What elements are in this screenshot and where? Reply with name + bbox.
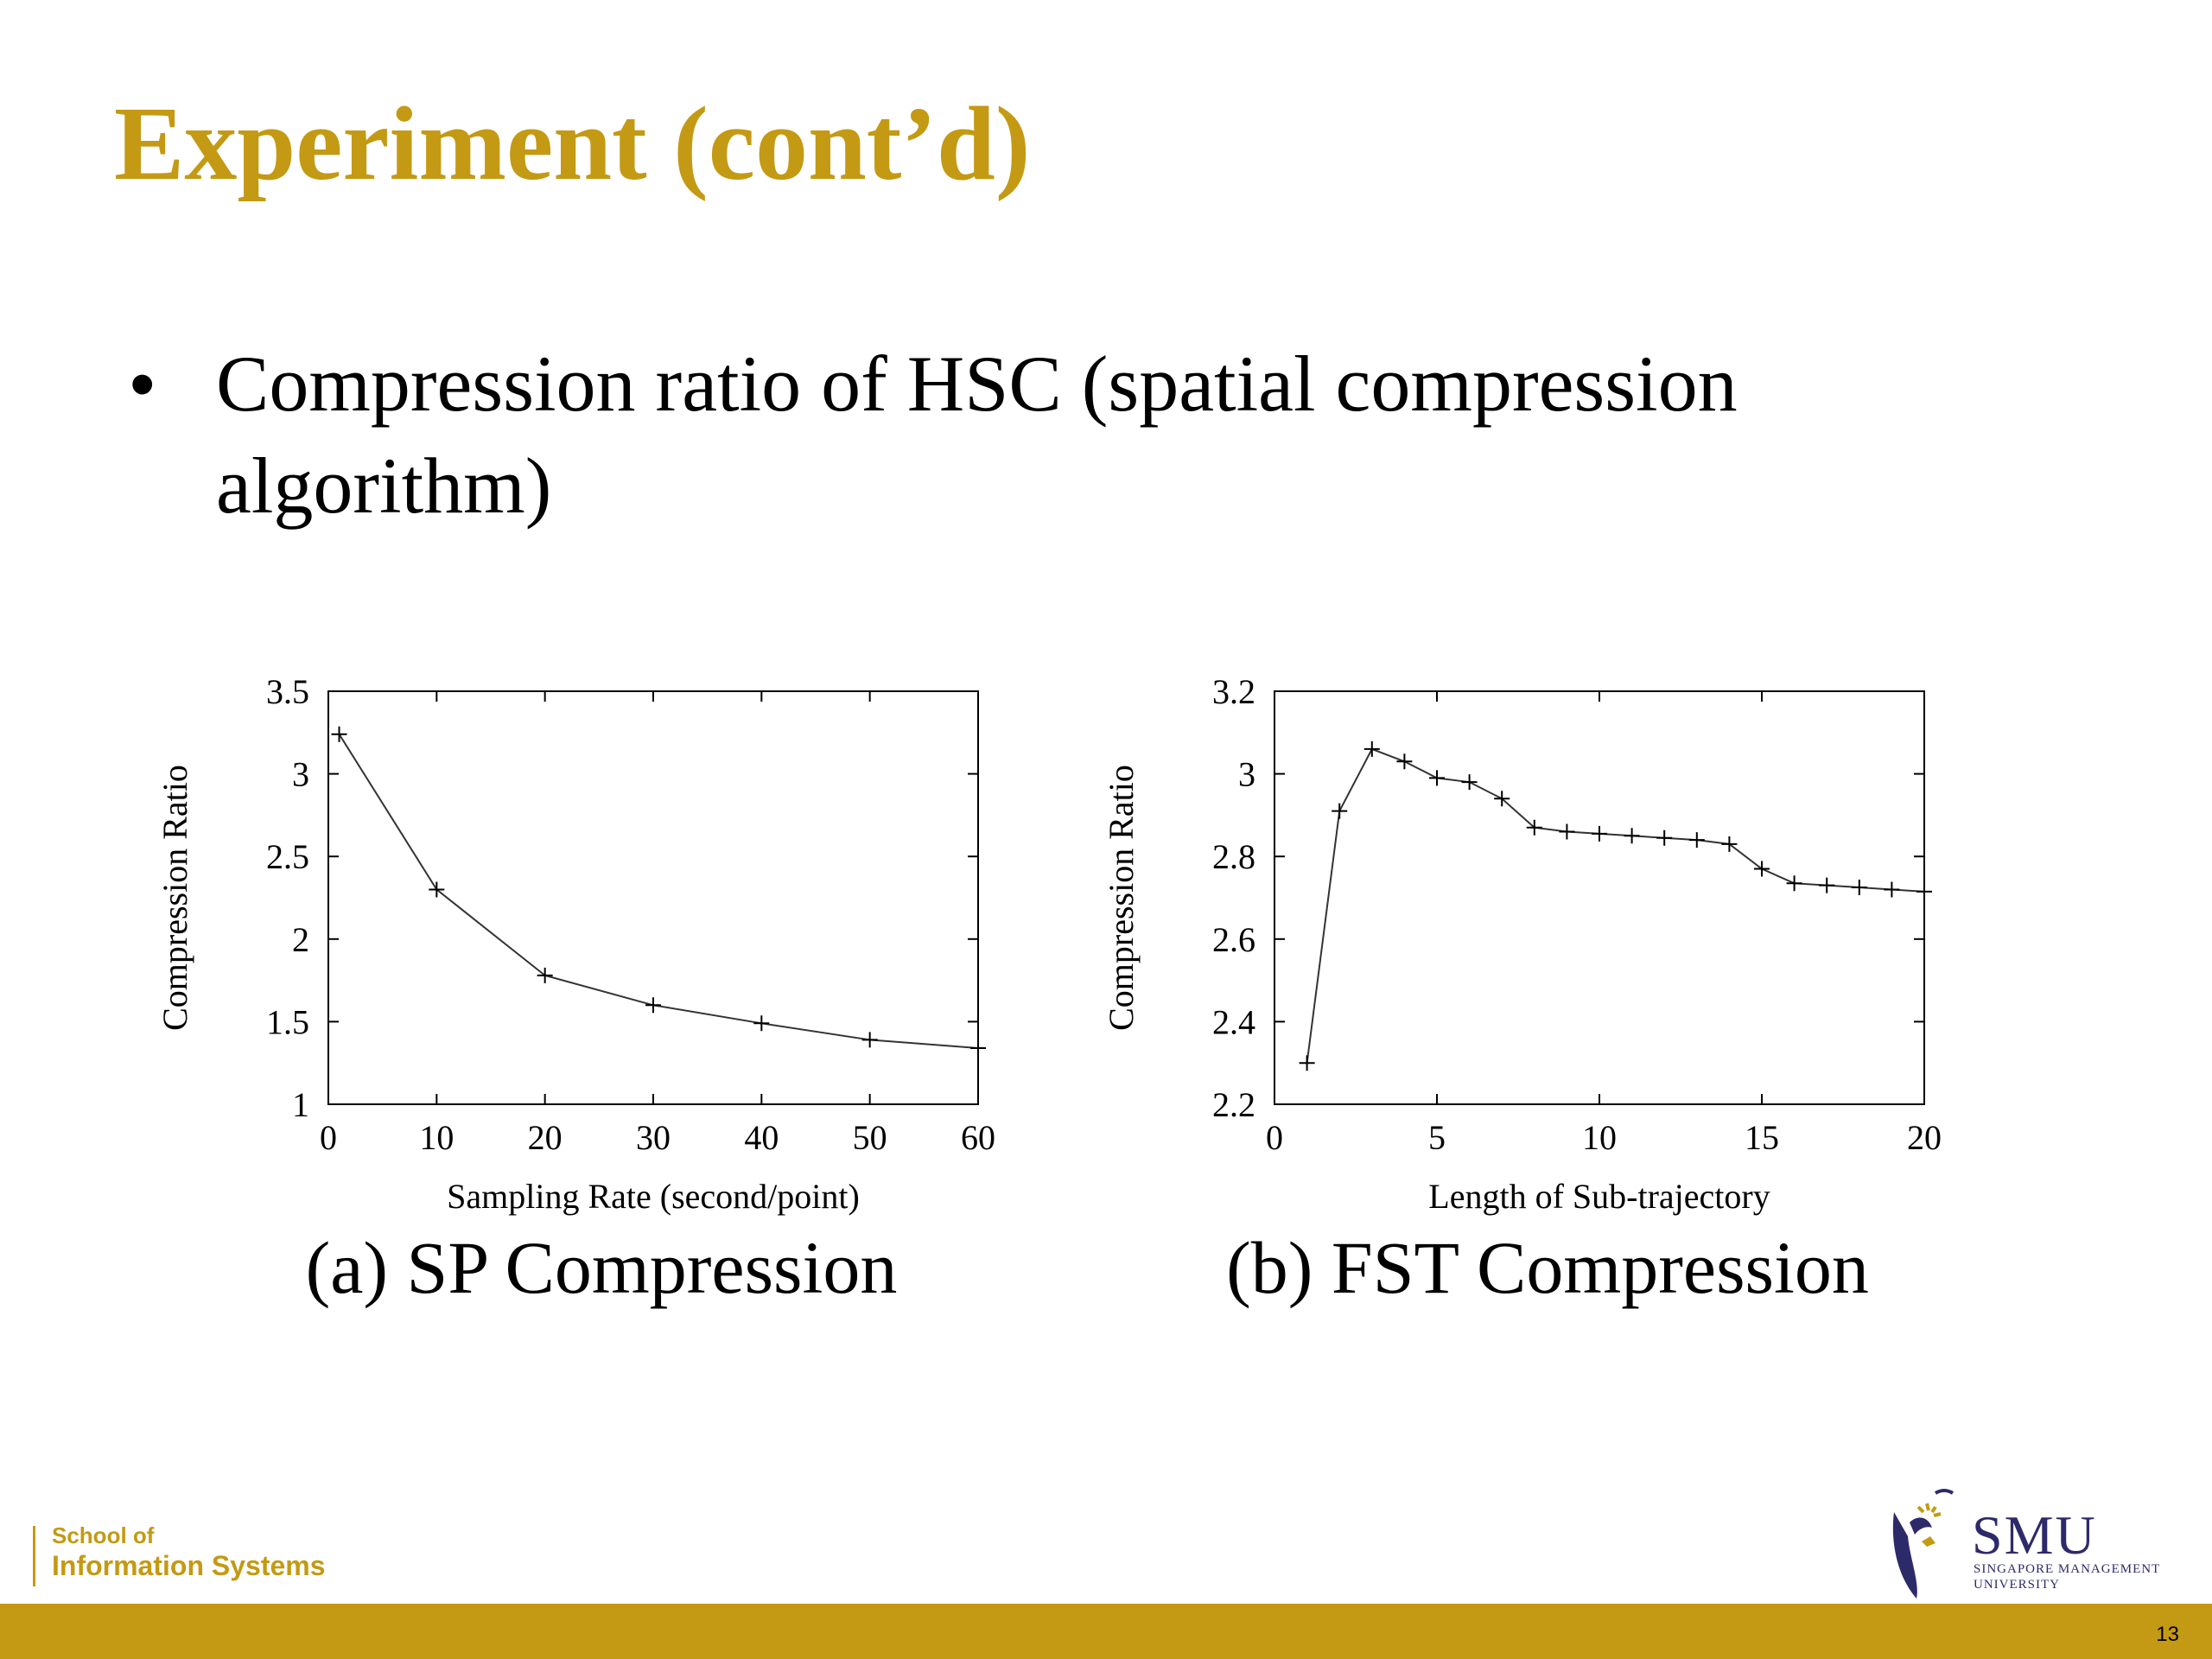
y-axis-label: Compression Ratio xyxy=(156,765,194,1031)
chart-caption: (b) FST Compression xyxy=(1226,1226,1869,1309)
y-tick-label: 3 xyxy=(292,755,309,794)
y-tick-label: 2.2 xyxy=(1212,1085,1255,1124)
data-point-marker xyxy=(1754,861,1770,877)
y-tick-label: 2.8 xyxy=(1212,837,1255,876)
data-point-marker xyxy=(1916,883,1932,899)
bullet-dot-icon: • xyxy=(130,343,156,424)
school-divider xyxy=(33,1526,35,1586)
footer-band: 13 xyxy=(0,1604,2212,1659)
x-tick-label: 60 xyxy=(961,1118,995,1157)
y-tick-label: 2.6 xyxy=(1212,920,1255,959)
smu-subtitle-1: SINGAPORE MANAGEMENT xyxy=(1974,1562,2161,1576)
y-tick-label: 1 xyxy=(292,1085,309,1124)
chart-sp-compression: 0 10 20 30 40 50 60 1 1.5 2 2.5 3 3.5 Compression Ra… xyxy=(156,672,995,1309)
data-point-marker xyxy=(1429,770,1445,786)
data-point-marker xyxy=(1688,832,1705,849)
data-point-marker xyxy=(1786,875,1802,892)
y-tick-label: 3 xyxy=(1238,755,1255,794)
y-tick-label: 2.5 xyxy=(266,837,309,876)
bullet-text: Compression ratio of HSC (spatial compre… xyxy=(216,340,1738,530)
smu-wordmark: SMU xyxy=(1972,1504,2097,1566)
data-point-marker xyxy=(1884,881,1900,898)
data-point-marker xyxy=(537,967,553,983)
series-line xyxy=(338,734,979,1049)
data-point-marker xyxy=(1299,1055,1315,1071)
chart-caption: (a) SP Compression xyxy=(306,1226,898,1309)
y-tick-label: 2.4 xyxy=(1212,1002,1255,1041)
y-axis-label: Compression Ratio xyxy=(1102,765,1141,1031)
x-tick-label: 20 xyxy=(528,1118,563,1157)
y-tick-label: 1.5 xyxy=(266,1002,309,1041)
x-tick-label: 50 xyxy=(853,1118,887,1157)
smu-lion-emblem-icon xyxy=(1892,1489,1955,1599)
data-point-marker xyxy=(1396,753,1413,770)
data-point-marker xyxy=(645,997,661,1014)
slide-title: Experiment (cont’d) xyxy=(114,86,1031,202)
page-number: 13 xyxy=(2156,1623,2179,1646)
data-point-marker xyxy=(1494,791,1510,807)
data-point-marker xyxy=(1624,828,1640,844)
plot-area xyxy=(327,690,979,1105)
data-point-marker xyxy=(1592,825,1607,842)
smu-subtitle-2: UNIVERSITY xyxy=(1974,1578,2060,1592)
x-tick-label: 20 xyxy=(1907,1118,1942,1157)
x-tick-label: 40 xyxy=(744,1118,779,1157)
school-line-2: Information Systems xyxy=(52,1550,326,1581)
x-tick-label: 15 xyxy=(1745,1118,1779,1157)
y-tick-label: 3.2 xyxy=(1212,672,1255,711)
chart-fst-compression: 0 5 10 15 20 2.2 2.4 2.6 2.8 3 3.2 Compression Rat… xyxy=(1102,672,1942,1309)
data-point-marker xyxy=(861,1032,878,1048)
data-point-marker xyxy=(1332,803,1348,819)
series-line xyxy=(1306,747,1925,1064)
data-point-marker xyxy=(1526,819,1542,836)
x-tick-label: 0 xyxy=(320,1118,337,1157)
smu-logo: SMU SINGAPORE MANAGEMENT UNIVERSITY xyxy=(1884,1488,2177,1609)
x-tick-label: 30 xyxy=(636,1118,671,1157)
data-point-marker xyxy=(1851,880,1867,896)
data-point-marker xyxy=(331,726,347,742)
bullet-item: • Compression ratio of HSC (spatial comp… xyxy=(130,333,2117,537)
data-point-marker xyxy=(1461,774,1478,791)
data-point-marker xyxy=(1819,877,1835,893)
x-tick-label: 0 xyxy=(1266,1118,1283,1157)
x-tick-label: 10 xyxy=(419,1118,454,1157)
y-tick-label: 3.5 xyxy=(266,672,309,711)
data-point-marker xyxy=(1721,836,1738,852)
data-point-marker xyxy=(753,1015,770,1032)
data-point-marker xyxy=(429,881,445,898)
data-point-marker xyxy=(970,1039,986,1056)
data-point-marker xyxy=(1363,741,1380,757)
x-tick-label: 5 xyxy=(1428,1118,1446,1157)
data-point-marker xyxy=(1656,830,1673,846)
y-tick-label: 2 xyxy=(292,920,309,959)
bullet-list: • Compression ratio of HSC (spatial comp… xyxy=(130,333,2117,537)
data-point-marker xyxy=(1559,823,1575,840)
x-axis-label: Sampling Rate (second/point) xyxy=(447,1177,860,1216)
school-line-1: School of xyxy=(52,1522,155,1548)
x-tick-label: 10 xyxy=(1582,1118,1617,1157)
x-axis-label: Length of Sub-trajectory xyxy=(1428,1177,1770,1216)
